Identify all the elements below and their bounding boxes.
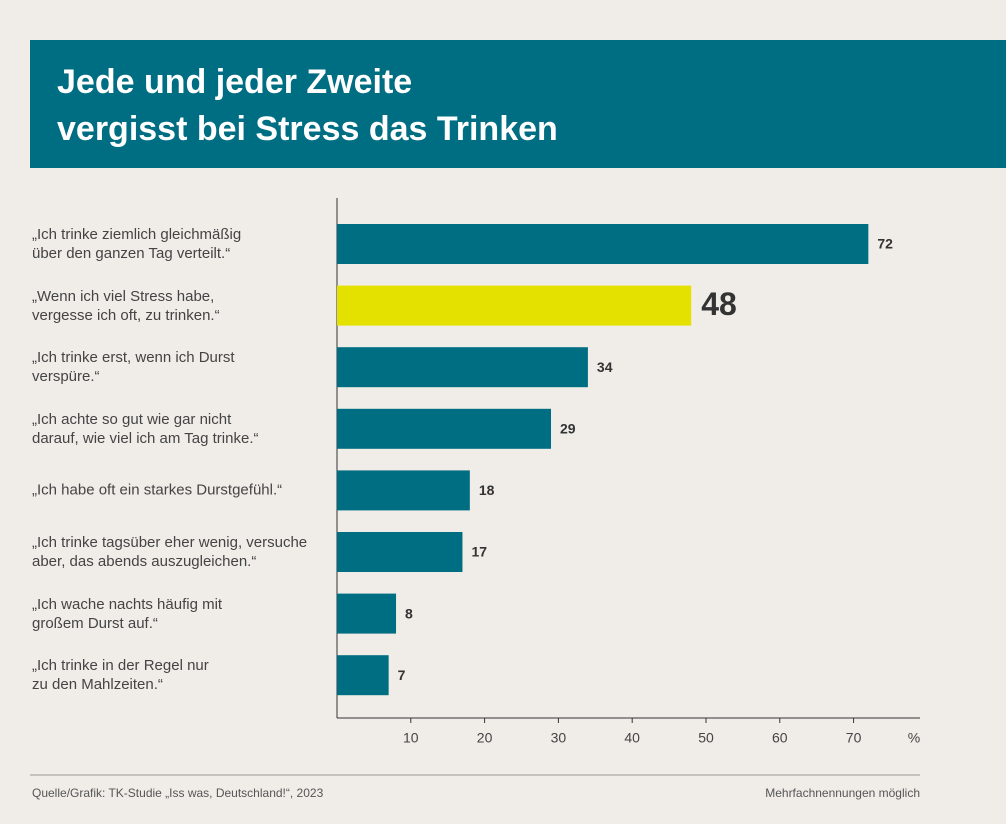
bar: [337, 532, 463, 572]
bar: [337, 655, 389, 696]
bar: [337, 408, 552, 449]
x-tick-label: 50: [698, 730, 714, 746]
bar: [337, 347, 588, 388]
category-label: „Ich trinke ziemlich gleichmäßig über de…: [32, 226, 242, 262]
value-label: 8: [405, 605, 413, 621]
category-label: „Ich habe oft ein starkes Durstgefühl.“: [32, 481, 283, 499]
note: Mehrfachnennungen möglich: [765, 786, 920, 800]
x-tick-label: 60: [772, 730, 788, 746]
category-label: „Wenn ich viel Stress habe, vergesse ich…: [32, 287, 220, 324]
x-axis-label: %: [908, 730, 920, 746]
title-banner: [30, 40, 1006, 168]
category-label: „Ich achte so gut wie gar nicht darauf, …: [32, 410, 259, 447]
bar: [337, 285, 692, 326]
chart-title: Jede und jeder Zweite: [57, 63, 412, 101]
category-label: „Ich trinke in der Regel nur zu den Mahl…: [32, 657, 209, 694]
x-tick-label: 30: [551, 730, 567, 746]
bar: [337, 224, 869, 264]
chart-title: vergisst bei Stress das Trinken: [57, 110, 558, 148]
bar: [337, 593, 397, 634]
x-tick-label: 40: [624, 730, 640, 746]
value-label: 72: [877, 236, 893, 252]
value-label: 18: [479, 482, 495, 498]
bar: [337, 470, 470, 511]
value-label: 48: [701, 286, 737, 322]
value-label: 7: [398, 667, 406, 683]
category-label: „Ich trinke tagsüber eher wenig, versuch…: [32, 534, 308, 570]
x-tick-label: 70: [846, 730, 862, 746]
x-tick-label: 10: [403, 730, 419, 746]
x-tick-label: 20: [477, 730, 493, 746]
source: Quelle/Grafik: TK-Studie „Iss was, Deuts…: [32, 786, 324, 800]
value-label: 34: [597, 359, 613, 375]
category-label: „Ich trinke erst, wenn ich Durst verspür…: [32, 349, 235, 386]
value-label: 29: [560, 421, 576, 437]
value-label: 17: [471, 544, 487, 560]
category-label: „Ich wache nachts häufig mit großem Durs…: [32, 595, 223, 632]
